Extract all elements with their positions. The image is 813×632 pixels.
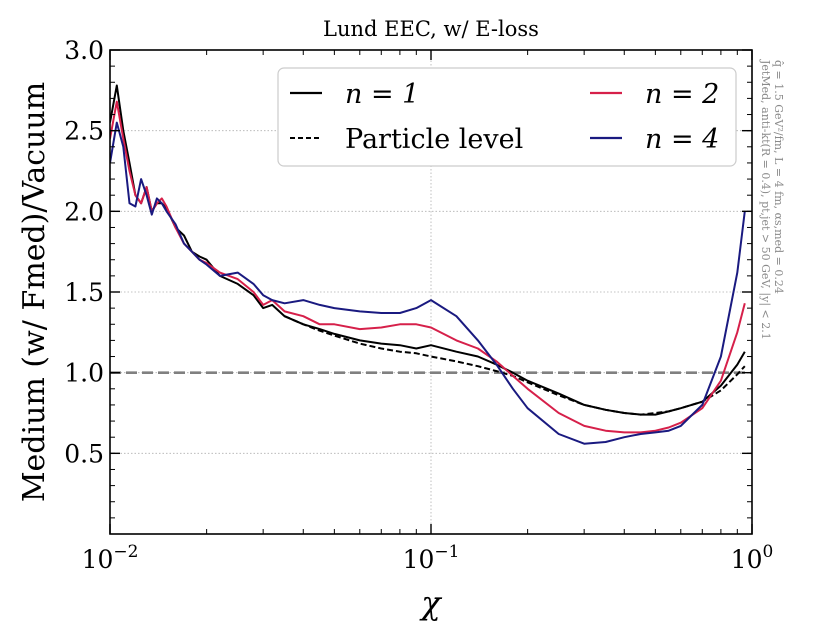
y-tick-label: 2.5 — [64, 117, 104, 146]
x-tick-label: 100 — [731, 542, 774, 574]
axis-ticks: 0.5 1.0 1.5 2.0 2.5 3.0 10−2 10−1 100 — [64, 36, 773, 574]
y-tick-label: 2.0 — [64, 197, 104, 226]
x-tick-label: 10−2 — [82, 542, 139, 574]
legend-label-n4: n = 4 — [645, 124, 719, 155]
series-line-particle — [284, 315, 746, 416]
legend-label-n1: n = 1 — [345, 79, 419, 110]
x-tick-label: 10−1 — [403, 542, 460, 574]
legend-label-particle: Particle level — [345, 124, 523, 155]
y-tick-label: 3.0 — [64, 36, 104, 65]
legend-label-n2: n = 2 — [645, 79, 719, 110]
side-annotation: JetMed, anti-kt(R = 0.4), pt,jet > 50 Ge… — [758, 59, 785, 340]
series-group — [110, 84, 752, 445]
side-annotation-line-1: JetMed, anti-kt(R = 0.4), pt,jet > 50 Ge… — [758, 59, 772, 340]
series-line-n4 — [110, 121, 746, 445]
chart-title: Lund EEC, w/ E-loss — [323, 17, 539, 41]
legend: n = 1 Particle level n = 2 n = 4 — [277, 67, 737, 167]
x-axis-label: χ — [419, 584, 442, 622]
y-tick-label: 0.5 — [64, 439, 104, 468]
y-axis-label: Medium (w/ Fmed)/Vacuum — [17, 82, 52, 502]
side-annotation-line-2: q̂ = 1.5 GeV²/fm, L = 4 fm, αs,med = 0.2… — [772, 60, 785, 294]
y-tick-label: 1.5 — [64, 278, 104, 307]
y-tick-label: 1.0 — [64, 359, 104, 388]
